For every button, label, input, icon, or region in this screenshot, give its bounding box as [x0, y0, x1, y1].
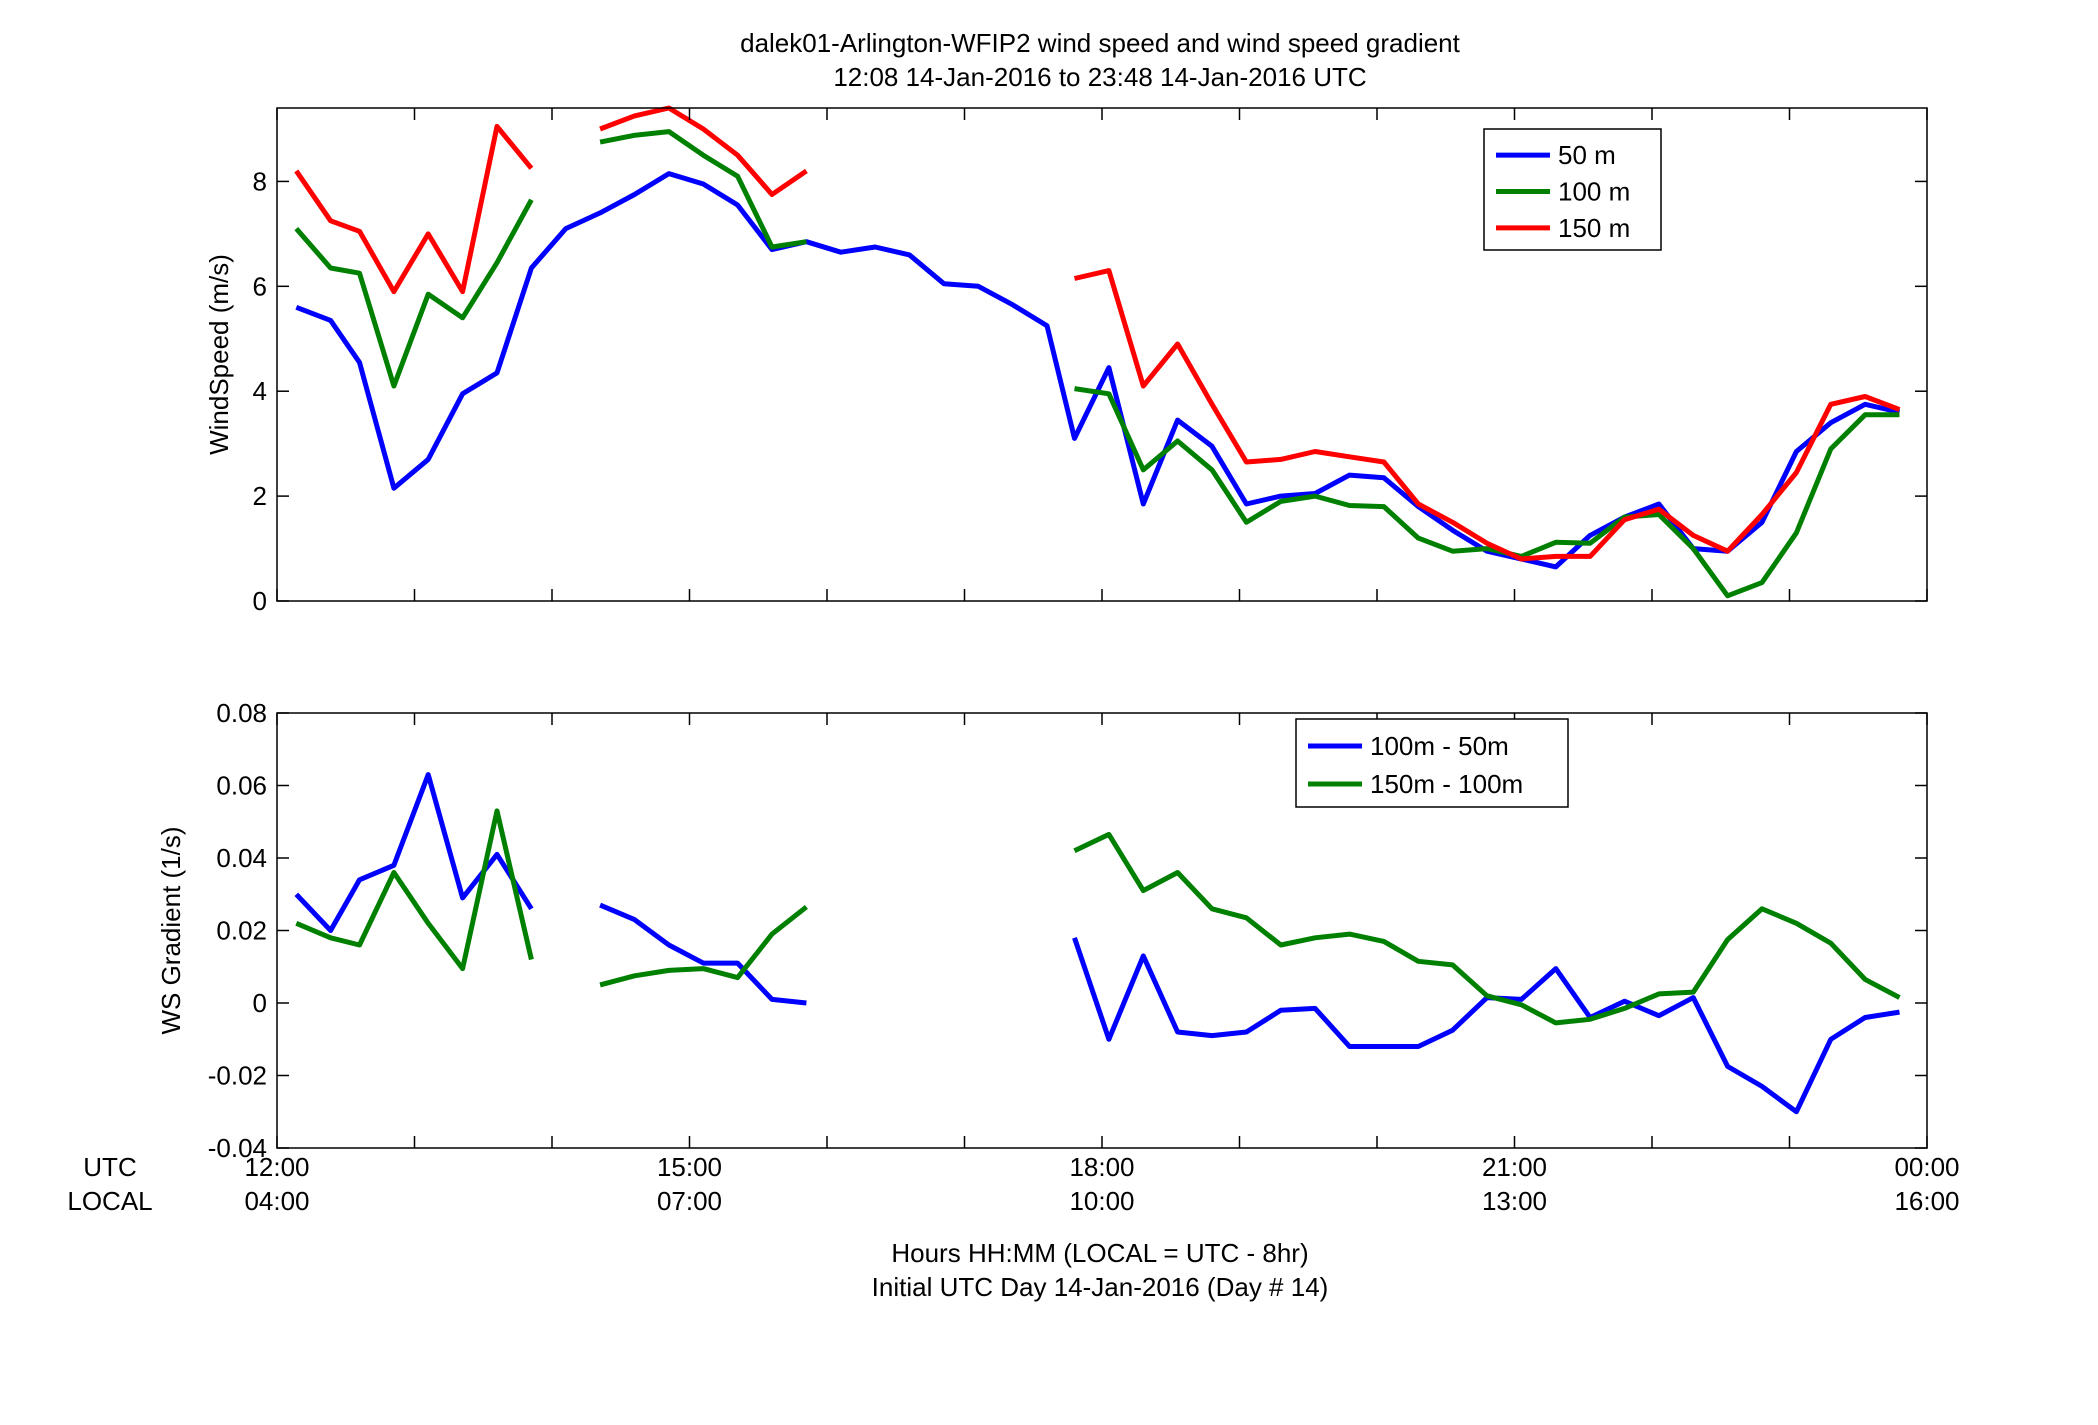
- y-tick-label: 2: [253, 481, 267, 511]
- series-line-2-2-seg-3: [1073, 831, 1901, 1026]
- ws-gradient-panel: -0.04 -0.02 0 0.02 0.04 0.06 0.08 WS Gradient …: [156, 698, 1928, 1163]
- series-line-1-3-seg-2: [599, 105, 808, 197]
- y-tick-label: 0.04: [216, 843, 267, 873]
- wind-speed-lines: [294, 105, 1901, 599]
- y-tick-label: 8: [253, 166, 267, 196]
- x-tick-label-local: 13:00: [1482, 1186, 1547, 1216]
- y-tick-label: 6: [253, 271, 267, 301]
- y-tick-label: 0: [253, 586, 267, 616]
- x-tick-label-local: 10:00: [1069, 1186, 1134, 1216]
- series-line-2-1-seg-2: [599, 902, 807, 1006]
- series-line-2-2-seg-1: [295, 808, 534, 972]
- y-tick-label: 0.06: [216, 771, 267, 801]
- y-tick-label: -0.02: [208, 1061, 267, 1091]
- x-tick-label-local: 04:00: [244, 1186, 309, 1216]
- wind-speed-axes: 0 2 4 6 8: [253, 107, 1928, 616]
- legend-entry: 100 m: [1558, 177, 1630, 207]
- y-tick-label: 0.08: [216, 698, 267, 728]
- x-tick-label-local: 16:00: [1894, 1186, 1959, 1216]
- y-tick-label: -0.04: [208, 1133, 267, 1163]
- xlabel-line2: Initial UTC Day 14-Jan-2016 (Day # 14): [872, 1272, 1329, 1302]
- ws-gradient-ylabel: WS Gradient (1/s): [156, 826, 186, 1034]
- chart-title-line1: dalek01-Arlington-WFIP2 wind speed and w…: [740, 28, 1461, 58]
- utc-row-label: UTC: [83, 1152, 136, 1182]
- ws-gradient-axes: -0.04 -0.02 0 0.02 0.04 0.06 0.08: [208, 698, 1928, 1163]
- wind-speed-panel: 0 2 4 6 8 WindSpeed (m/s) 50 m 100 m 150 m: [204, 105, 1928, 616]
- series-line-1-2-seg-1: [294, 198, 534, 389]
- local-row-label: LOCAL: [67, 1186, 152, 1216]
- ws-gradient-lines: [294, 772, 1901, 1115]
- series-line-1-3-seg-3: [1073, 268, 1901, 562]
- xlabel-line1: Hours HH:MM (LOCAL = UTC - 8hr): [891, 1238, 1308, 1268]
- x-tick-label-utc: 00:00: [1894, 1152, 1959, 1182]
- legend-entry: 150m - 100m: [1370, 769, 1523, 799]
- x-tick-label-utc: 12:00: [244, 1152, 309, 1182]
- y-tick-label: 0: [253, 988, 267, 1018]
- legend-entry: 150 m: [1558, 213, 1630, 243]
- wind-speed-legend: 50 m 100 m 150 m: [1483, 128, 1662, 251]
- series-line-2-1-seg-1: [294, 772, 534, 933]
- x-tick-label-utc: 21:00: [1482, 1152, 1547, 1182]
- x-tick-label-utc: 15:00: [657, 1152, 722, 1182]
- x-tick-label-utc: 18:00: [1069, 1152, 1134, 1182]
- wind-speed-ylabel: WindSpeed (m/s): [204, 254, 234, 455]
- time-axis-labels: 12:00 04:00 15:00 07:00 18:00 10:00 21:00 13:00…: [244, 1152, 1959, 1216]
- legend-box: [1295, 718, 1569, 808]
- series-line-1-3-seg-1: [294, 123, 534, 295]
- series-line-2-2-seg-2: [599, 904, 808, 988]
- y-tick-label: 0.02: [216, 916, 267, 946]
- chart-title-line2: 12:08 14-Jan-2016 to 23:48 14-Jan-2016 U…: [833, 62, 1366, 92]
- y-tick-label: 4: [253, 376, 267, 406]
- series-line-1-2-seg-2: [599, 129, 807, 250]
- x-tick-label-local: 07:00: [657, 1186, 722, 1216]
- legend-entry: 100m - 50m: [1370, 731, 1509, 761]
- ws-gradient-legend: 100m - 50m 150m - 100m: [1295, 718, 1569, 808]
- series-line-1-2-seg-3: [1074, 386, 1900, 599]
- legend-entry: 50 m: [1558, 140, 1616, 170]
